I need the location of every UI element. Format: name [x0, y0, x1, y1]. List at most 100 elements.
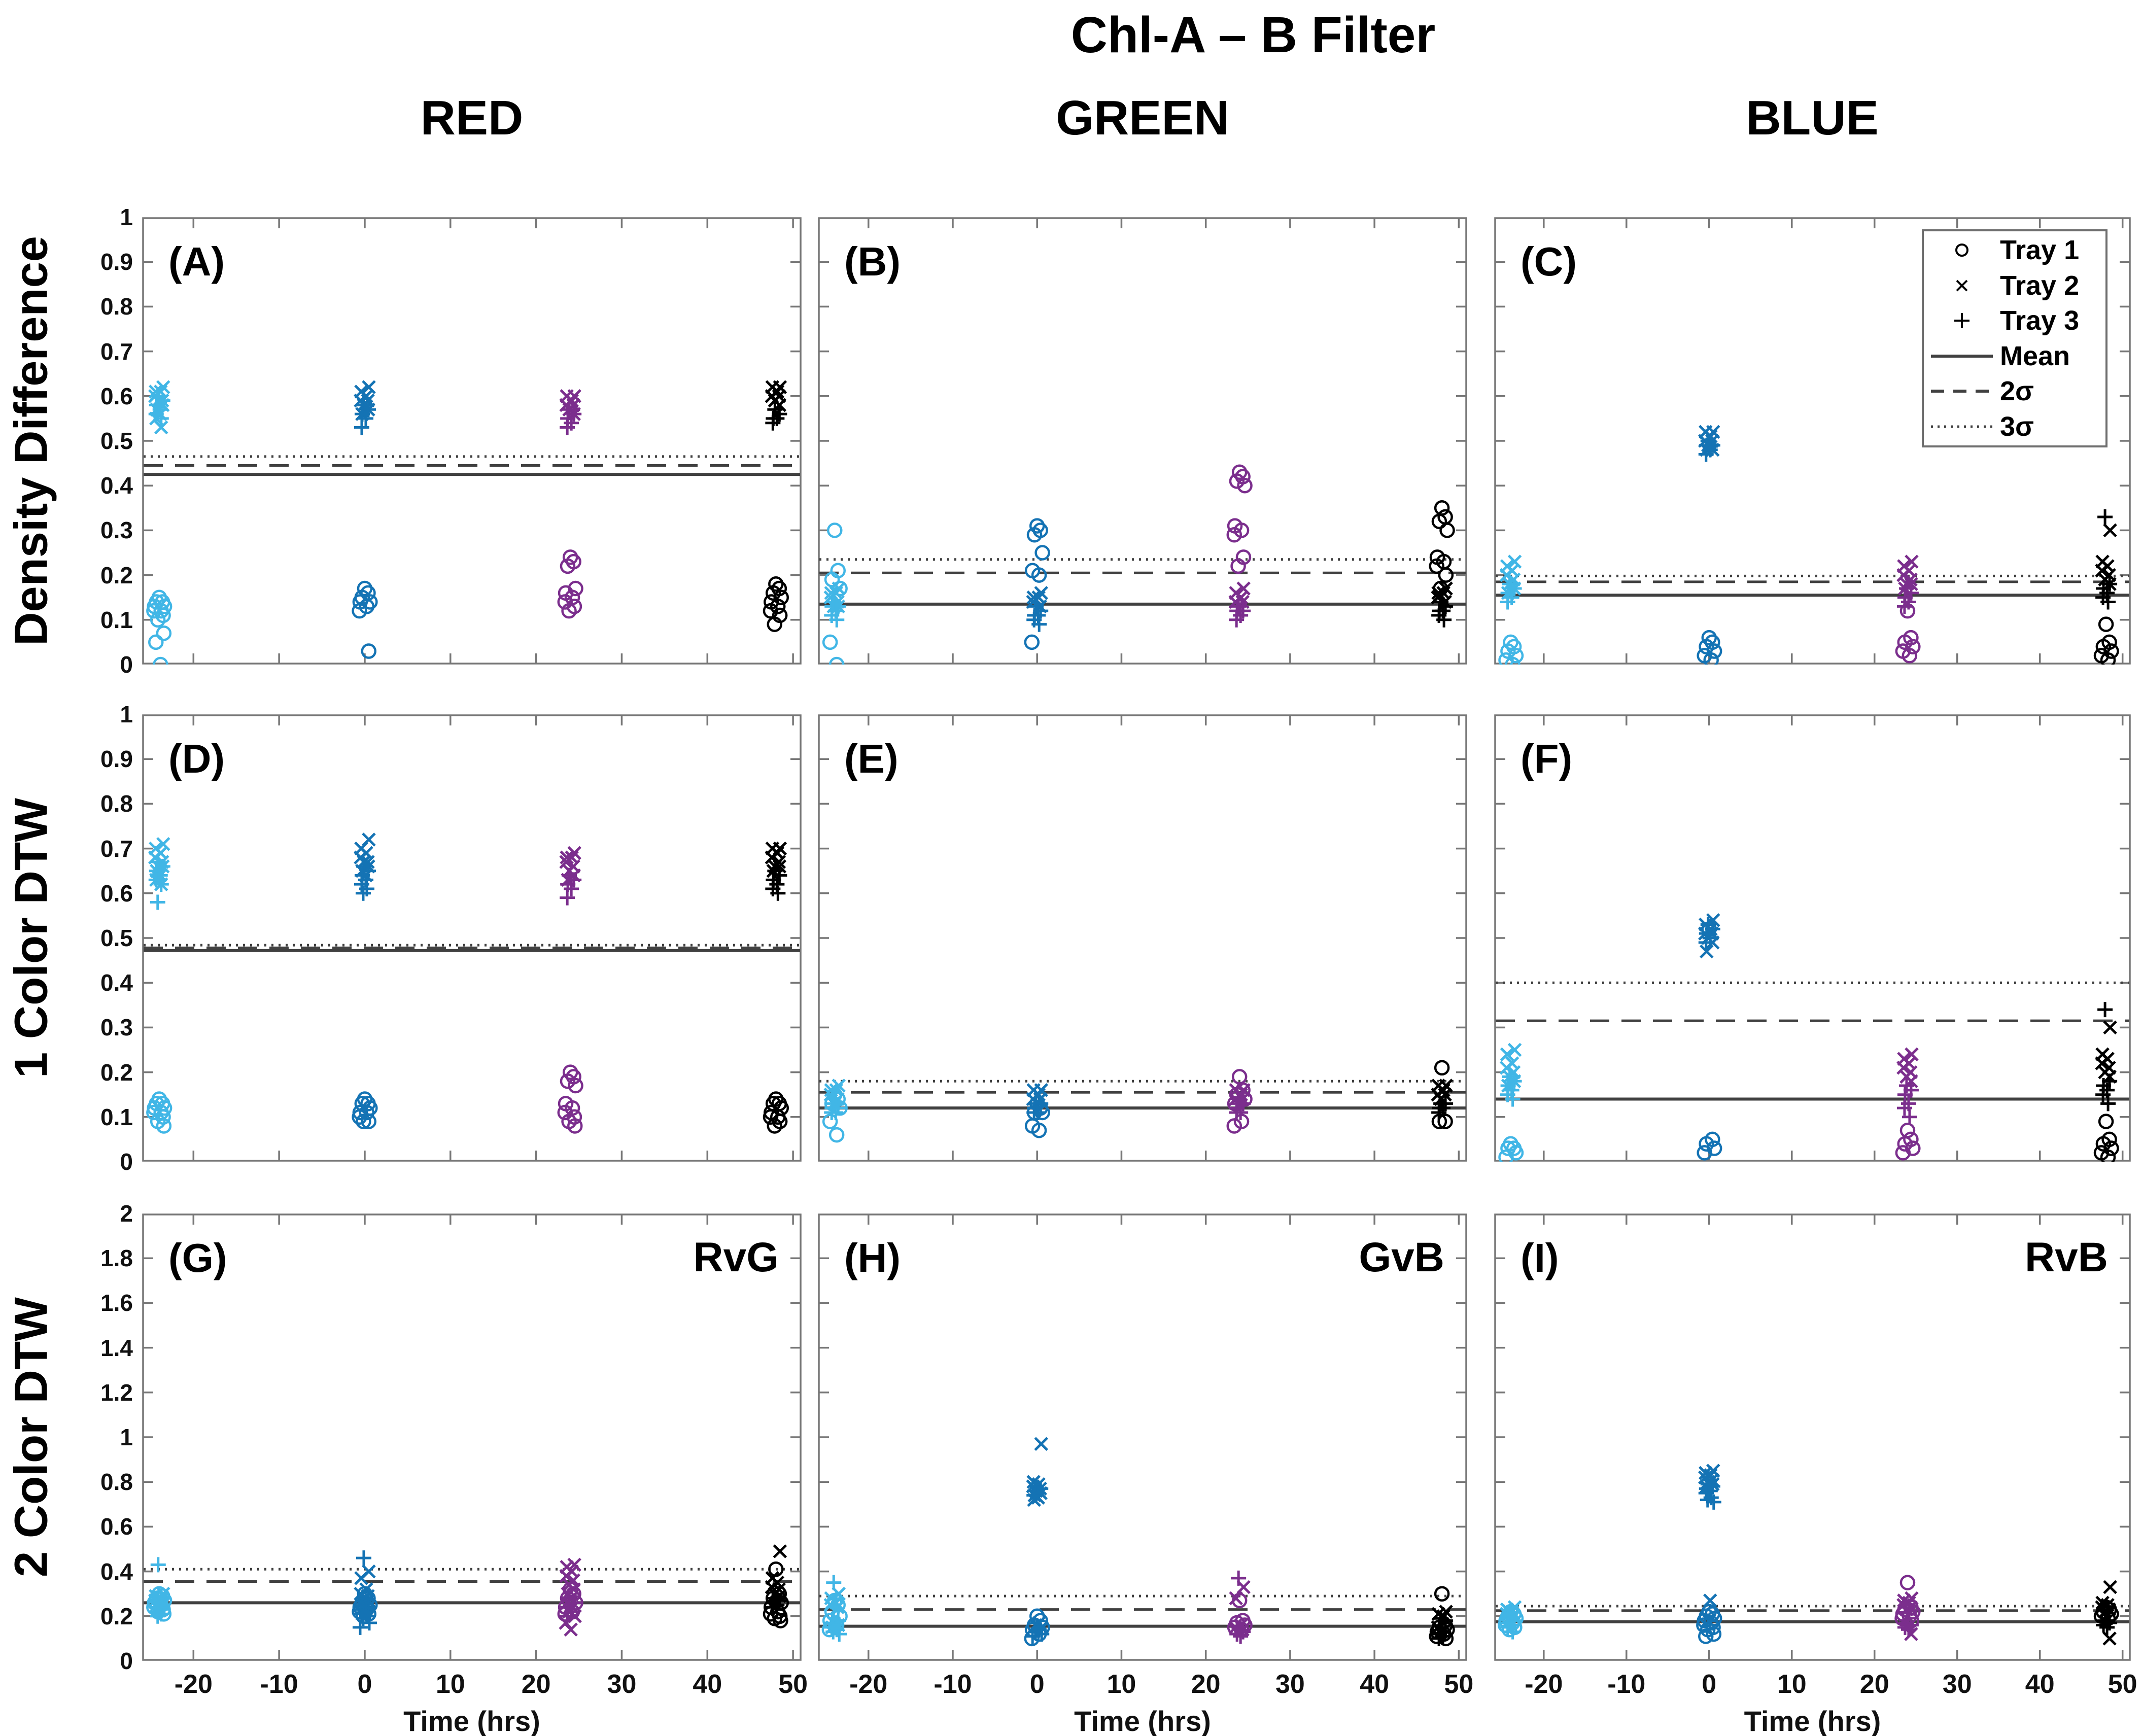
- tray1-circle-marker: [1437, 1114, 1453, 1129]
- y-tick-label: 2: [120, 1200, 133, 1227]
- tray1-circle-marker: [568, 1078, 583, 1094]
- panel-letter: (F): [1521, 736, 1573, 781]
- x-axis-label: Time (hrs): [1744, 1705, 1881, 1736]
- group-t0: [1697, 913, 1722, 1161]
- panel-(G)-plot: [142, 1213, 802, 1661]
- tray1-circle-marker: [1894, 1610, 1910, 1626]
- tray3-plus-marker: [1901, 1622, 1916, 1638]
- tray3-plus-marker: [153, 410, 169, 426]
- group-t0: [1696, 1464, 1722, 1644]
- tray1-circle-marker: [1431, 1114, 1447, 1129]
- group-t-24: [821, 1575, 848, 1642]
- group-t24: [1895, 554, 1921, 664]
- tray1-circle-marker: [1233, 1622, 1250, 1638]
- legend-label: Tray 1: [2000, 235, 2080, 266]
- group-t-24: [822, 1079, 848, 1143]
- x-tick-label: 40: [693, 1670, 722, 1699]
- x-tick-label: 10: [1107, 1670, 1136, 1699]
- y-tick-label: 0: [120, 1149, 133, 1175]
- tray1-circle-marker: [1897, 1136, 1913, 1152]
- legend-item-3σ: 3σ: [1924, 410, 2105, 443]
- tray1-circle-marker: [560, 558, 576, 574]
- tray3-plus-marker: [358, 410, 373, 426]
- tray2-x-marker: [2095, 1056, 2109, 1070]
- tray1-circle-marker: [1227, 1096, 1243, 1112]
- tray3-plus-marker: [1436, 612, 1452, 628]
- group-t-24: [146, 837, 172, 1134]
- tray1-circle-marker: [1031, 567, 1047, 583]
- x-tick-label: 20: [1191, 1670, 1221, 1699]
- tray1-circle-marker: [1229, 1087, 1245, 1102]
- tray1-circle-marker: [767, 616, 783, 632]
- group-t24: [557, 1557, 583, 1637]
- tray3-plus-marker: [150, 1557, 166, 1573]
- y-tick-label: 0.5: [100, 428, 133, 454]
- tray2-x-marker: [1896, 1061, 1911, 1075]
- tray1-circle-marker: [1899, 1575, 1916, 1590]
- tray1-circle-marker: [352, 1109, 367, 1125]
- tray3-plus-marker: [1026, 1487, 1042, 1503]
- axes-box: [1494, 1213, 2131, 1661]
- tray1-circle-marker: [564, 1604, 580, 1620]
- x-tick-label: 50: [2108, 1670, 2137, 1699]
- tray2-x-marker: [564, 1622, 578, 1637]
- legend-item-tray-3: Tray 3: [1924, 304, 2105, 337]
- y-tick-label: 0.2: [100, 562, 133, 588]
- x-tick-label: 10: [435, 1670, 465, 1699]
- tray1-circle-marker: [828, 656, 845, 665]
- x-tick-label: 50: [1444, 1670, 1474, 1699]
- tray1-circle-marker: [1226, 527, 1242, 543]
- tray1-circle-marker: [1231, 1592, 1248, 1609]
- group-t24: [1227, 1570, 1253, 1644]
- panel-(F)-plot: [1494, 714, 2131, 1162]
- tray3-plus-marker: [560, 890, 575, 906]
- y-tick-label: 0.9: [100, 249, 133, 275]
- x-axis-label: Time (hrs): [403, 1705, 540, 1736]
- tray2-x-marker: [2103, 523, 2117, 538]
- tray3-plus-marker: [770, 885, 786, 901]
- tray1-circle-marker: [821, 1622, 838, 1638]
- axes-box: [818, 714, 1467, 1162]
- x-tick-label: 20: [521, 1670, 551, 1699]
- tray3-plus-marker: [564, 881, 579, 896]
- tray1-circle-marker: [1498, 1149, 1514, 1162]
- tray1-circle-marker: [1229, 473, 1245, 489]
- tray1-circle-marker: [773, 1613, 788, 1628]
- x-tick-label: -10: [260, 1670, 298, 1699]
- tray1-circle-marker: [361, 643, 377, 659]
- tray1-circle-marker: [146, 603, 162, 619]
- tray1-circle-marker: [567, 1118, 583, 1134]
- group-t48: [2093, 1580, 2119, 1646]
- y-tick-label: 0.2: [100, 1059, 133, 1086]
- group-t-24: [822, 523, 848, 665]
- y-tick-label: 0: [120, 651, 133, 678]
- tray3-plus-marker: [1031, 616, 1047, 632]
- tray1-circle-marker: [361, 1114, 377, 1129]
- tray2-x-marker: [2103, 1020, 2117, 1035]
- tray1-circle-marker: [156, 626, 172, 641]
- y-tick-label: 0.6: [100, 1513, 133, 1540]
- tray1-circle-marker: [356, 1608, 371, 1624]
- tray1-circle-marker: [832, 580, 848, 597]
- tray2-x-marker: [773, 1544, 787, 1558]
- legend-item-tray-2: Tray 2: [1924, 269, 2105, 302]
- tray1-circle-marker: [560, 1073, 576, 1089]
- figure-title: Chl-A – B Filter: [1070, 7, 1436, 63]
- tray3-plus-marker: [1505, 1091, 1521, 1107]
- group-t0: [1024, 1437, 1050, 1647]
- legend-item-2σ: 2σ: [1924, 375, 2105, 407]
- tray1-circle-marker: [156, 1118, 172, 1134]
- row-label-1-color-dtw: 1 Color DTW: [5, 798, 57, 1078]
- panel-(F): (F): [1494, 714, 2131, 1162]
- panel-(D)-plot: [142, 714, 802, 1162]
- y-tick-label: 0.3: [100, 517, 133, 544]
- y-tick-label: 1.4: [100, 1334, 133, 1361]
- x-tick-label: 10: [1777, 1670, 1807, 1699]
- tray2-x-marker: [560, 850, 574, 865]
- tray1-circle-marker: [150, 612, 166, 628]
- y-tick-label: 0.8: [100, 293, 133, 320]
- x-tick-label: -20: [174, 1670, 213, 1699]
- tray3-plus-marker: [829, 612, 845, 628]
- tick-marks: [819, 715, 1466, 1161]
- tray1-circle-marker: [763, 1109, 779, 1125]
